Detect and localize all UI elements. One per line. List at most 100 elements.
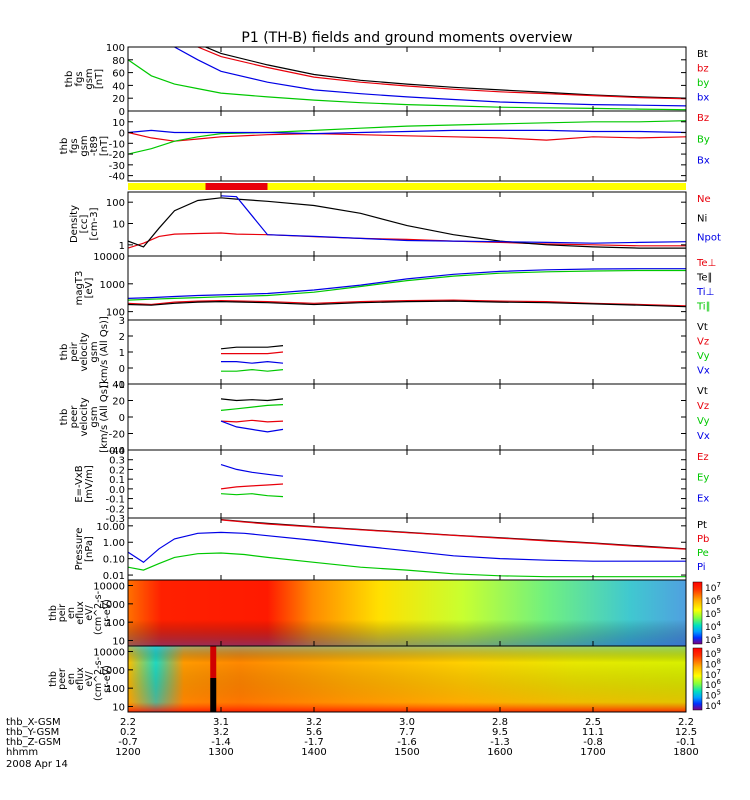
panel-frame — [127, 319, 687, 385]
orbit-row-value: -1.4 — [211, 737, 231, 748]
legend-black: Te∥ — [696, 273, 713, 284]
colorbar-tick-label: 106 — [705, 594, 721, 607]
y-tick-label: 10 — [112, 220, 125, 231]
y-axis-label: en — [66, 607, 77, 619]
y-tick-label: 0 — [119, 413, 125, 424]
legend-black: Vt — [697, 322, 708, 333]
series-line-green — [128, 120, 686, 155]
y-axis-label: gsm — [89, 341, 100, 362]
y-tick-label: 40 — [112, 81, 125, 92]
y-tick-label: -30 — [109, 161, 125, 172]
y-axis-label: [eV] — [84, 278, 95, 299]
orbit-row-value: 1800 — [673, 747, 698, 758]
series-line-blue — [220, 420, 284, 433]
legend-green: Vy — [697, 416, 710, 427]
orbit-row-value: 1600 — [487, 747, 512, 758]
y-tick-label: 0.4 — [109, 446, 125, 457]
orbit-row-value: 2.5 — [585, 717, 601, 728]
fgs_gsm-series — [128, 47, 686, 111]
orbit-row-value: 9.5 — [492, 727, 508, 738]
y-tick-label: 20 — [112, 94, 125, 105]
orbit-row-value: 1300 — [208, 747, 233, 758]
series-line-blue — [128, 531, 686, 564]
y-axis-label: (cm^2-s- — [93, 591, 104, 635]
panel-frame — [127, 191, 687, 257]
y-axis-label: [cc] — [79, 215, 90, 234]
legend-blue: Vx — [697, 431, 710, 442]
legend-red: Vz — [697, 337, 709, 348]
y-tick-label: 1000 — [100, 280, 125, 291]
y-axis-label: gsm — [89, 406, 100, 427]
legend-green: Pe — [697, 548, 709, 559]
status-bar — [128, 183, 686, 190]
y-axis-label: Pressure — [74, 528, 85, 571]
orbit-row-value: 1500 — [394, 747, 419, 758]
orbit-row-value: 1200 — [115, 747, 140, 758]
orbit-row-value: 3.0 — [399, 717, 415, 728]
y-tick-label: -0.3 — [105, 514, 125, 525]
efield-series — [220, 464, 284, 498]
y-axis-label: eflux — [75, 601, 86, 625]
series-line-green — [128, 269, 686, 301]
y-tick-label: 100 — [106, 618, 125, 629]
orbit-row-value: -0.1 — [676, 737, 696, 748]
series-line-blue — [220, 195, 686, 244]
orbit-row-value: 0.2 — [120, 727, 136, 738]
panel-peer_velocity: Vt Vz Vy Vx 40 20 0 -20 -40 thb peer velocity gsm [km… — [59, 380, 710, 457]
status-yellow-bar — [128, 183, 686, 190]
series-line-blue — [220, 464, 284, 477]
y-axis-label: thb — [64, 71, 75, 88]
y-axis-label: thb — [59, 409, 70, 426]
legend-green: By — [697, 134, 710, 145]
panel-peir_velocity: Vt Vz Vy Vx 3 2 1 0 -1 thb peir velocity gsm [km/s (A… — [59, 316, 710, 391]
orbit-row-value: 2.2 — [678, 717, 694, 728]
y-tick-label: 2 — [119, 332, 125, 343]
legend-red: Pb — [697, 534, 709, 545]
y-tick-label: 10000 — [93, 252, 125, 263]
orbit-row-value: 7.7 — [399, 727, 415, 738]
y-axis-label: velocity — [79, 397, 90, 436]
legend-blue: Vx — [697, 366, 710, 377]
y-axis-label: peer — [69, 405, 80, 429]
orbit-row-value: 1400 — [301, 747, 326, 758]
series-line-red — [220, 483, 284, 490]
series-line-red — [128, 131, 686, 142]
legend-blue: Bx — [697, 156, 710, 167]
y-axis-label: [km/s (All Qs)] — [99, 316, 110, 388]
y-tick-label: 40 — [112, 380, 125, 391]
y-axis-label: [nT] — [99, 136, 110, 156]
legend-blue: Npot — [697, 233, 721, 244]
y-tick-label: 80 — [112, 56, 125, 67]
y-axis-label: thb — [48, 671, 59, 687]
series-line-green — [221, 368, 284, 372]
y-axis-label: en — [66, 673, 77, 685]
series-line-black — [220, 398, 284, 402]
y-tick-label: -0.1 — [105, 495, 125, 506]
y-tick-label: 10000 — [93, 582, 125, 593]
colorbar-tick-label: 108 — [705, 657, 721, 670]
y-tick-label: -20 — [109, 430, 125, 441]
y-axis-label: peir — [69, 341, 80, 361]
orbit-row-label: thb_Z-GSM — [6, 737, 61, 748]
colorbar — [692, 581, 703, 645]
colorbar-tick-label: 107 — [705, 668, 721, 681]
density-series — [128, 195, 686, 249]
legend-red: bz — [697, 64, 709, 75]
series-line-blue — [128, 129, 686, 135]
y-tick-label: 0.01 — [103, 571, 125, 582]
y-tick-label: 1.00 — [103, 538, 125, 549]
y-tick-label: -1 — [115, 380, 125, 391]
y-axis-label: eV/ — [84, 670, 95, 686]
colorbar-tick-label: 106 — [705, 678, 721, 691]
panel-frame — [127, 255, 687, 321]
series-line-green — [220, 493, 284, 498]
legend-blue: Pi — [697, 562, 706, 573]
colorbar-tick-label: 104 — [705, 699, 721, 712]
orbit-row-value: 3.2 — [213, 727, 229, 738]
y-axis-label: eV/ — [84, 604, 95, 620]
orbit-row-value: 12.5 — [675, 727, 697, 738]
legend-black: Pt — [697, 520, 707, 531]
